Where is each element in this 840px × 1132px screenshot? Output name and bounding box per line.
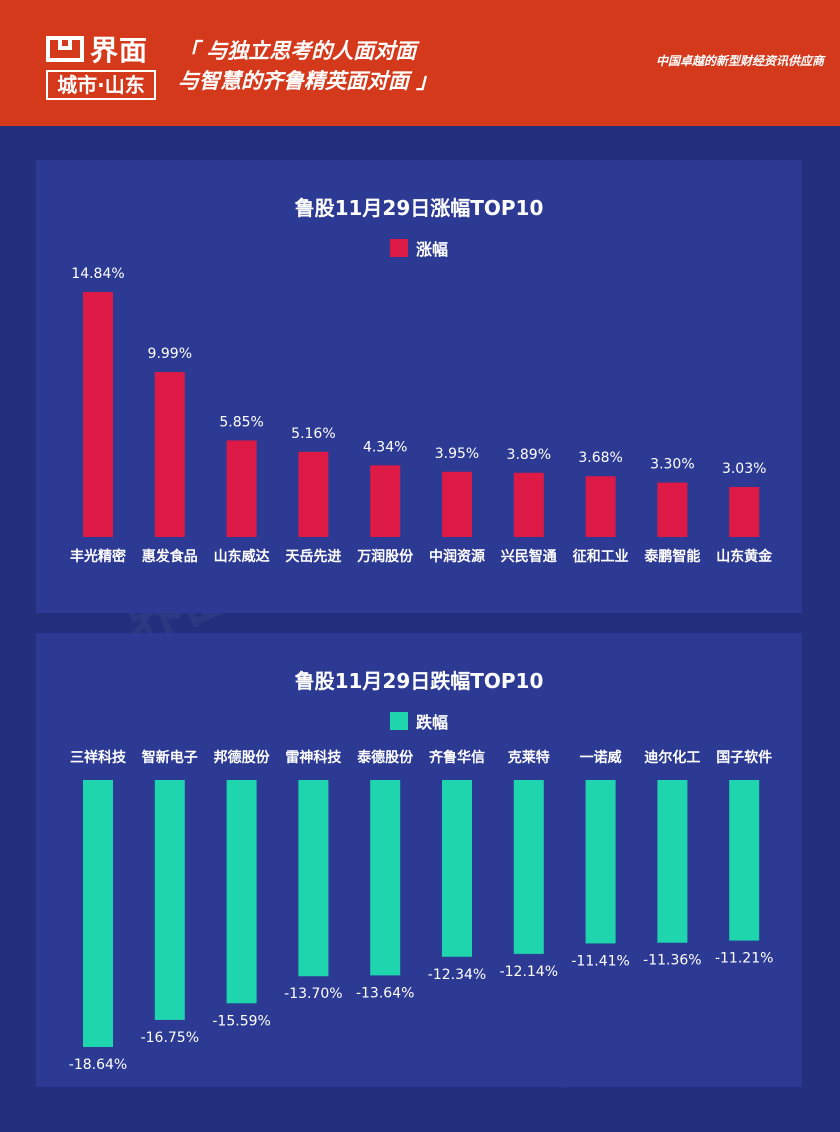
bar [154, 372, 185, 537]
data-label: 3.89% [507, 447, 551, 463]
slogan: 「 与独立思考的人面对面 与智慧的齐鲁精英面对面 」 [178, 36, 437, 96]
slogan-line-2: 与智慧的齐鲁精英面对面 」 [178, 69, 438, 93]
data-label: -13.64% [356, 985, 414, 1001]
bar [442, 780, 472, 957]
bar [298, 780, 329, 977]
data-label: -11.21% [715, 951, 773, 967]
category-label: 智新电子 [141, 749, 198, 766]
category-label: 三祥科技 [70, 749, 127, 766]
category-label: 齐鲁华信 [429, 749, 485, 766]
data-label: 5.85% [219, 414, 263, 430]
bar [657, 780, 688, 943]
bar [226, 780, 257, 1004]
logo-city: 城市·山东 [46, 70, 156, 100]
data-label: 9.99% [148, 346, 192, 362]
data-label: -11.36% [643, 953, 701, 969]
bar [585, 780, 616, 944]
legend: 跌幅 [36, 709, 802, 733]
data-label: 3.30% [650, 457, 694, 473]
data-label: -16.75% [141, 1030, 199, 1046]
legend-label: 跌幅 [415, 713, 448, 732]
legend: 涨幅 [36, 236, 802, 260]
category-label: 丰光精密 [70, 548, 126, 565]
chart-title: 鲁股11月29日跌幅TOP10 [294, 669, 544, 693]
legend-swatch [389, 239, 408, 257]
category-label: 迪尔化工 [644, 749, 700, 766]
legend-swatch [389, 712, 408, 730]
category-label: 雷神科技 [285, 749, 342, 766]
chart-title: 鲁股11月29日涨幅TOP10 [294, 196, 544, 220]
gain-chart-panel: 鲁股11月29日涨幅TOP10 涨幅 14.84% 丰光精密 9.99% 惠发食品 5.… [36, 160, 802, 613]
bar [442, 471, 472, 537]
bar [513, 780, 544, 954]
data-label: 3.95% [435, 446, 479, 462]
logo-icon [46, 36, 84, 62]
bar [657, 482, 688, 537]
category-label: 山东黄金 [716, 548, 773, 565]
category-label: 国子软件 [716, 749, 772, 766]
bar [226, 440, 257, 537]
category-label: 克莱特 [508, 749, 550, 766]
bar [83, 780, 113, 1047]
bar [298, 451, 329, 537]
bar [585, 476, 616, 537]
logo: 界面 城市·山东 [40, 32, 160, 102]
logo-mark: 界面 [46, 32, 149, 67]
category-label: 中润资源 [429, 548, 485, 565]
bar [154, 780, 185, 1020]
category-label: 泰鹏智能 [643, 548, 700, 565]
legend-label: 涨幅 [415, 240, 448, 259]
data-label: 3.03% [722, 461, 766, 477]
category-label: 征和工业 [573, 548, 629, 565]
category-label: 邦德股份 [214, 749, 271, 766]
data-label: -18.64% [69, 1057, 127, 1073]
data-label: 3.68% [578, 450, 622, 466]
category-label: 惠发食品 [142, 548, 198, 565]
category-label: 泰德股份 [356, 749, 414, 766]
bar [729, 780, 760, 941]
category-label: 一诺威 [580, 749, 622, 766]
data-label: -15.59% [212, 1013, 270, 1029]
tagline: 中国卓越的新型财经资讯供应商 [655, 54, 824, 68]
data-label: 14.84% [71, 266, 124, 282]
category-label: 天岳先进 [285, 548, 341, 565]
bar [370, 780, 401, 976]
loss-bar-chart: 三祥科技 -18.64% 智新电子 -16.75% 邦德股份 -15.59% 雷神科技 -13… [69, 749, 774, 1073]
category-label: 万润股份 [356, 548, 414, 565]
data-label: -12.34% [428, 967, 486, 983]
bar [729, 486, 760, 537]
gain-bar-chart: 14.84% 丰光精密 9.99% 惠发食品 5.85% 山东威达 5.16% 天岳先进 4.3… [70, 266, 773, 565]
bar [370, 465, 401, 537]
category-label: 兴民智通 [501, 548, 557, 565]
logo-name: 界面 [90, 34, 149, 67]
data-label: 5.16% [291, 426, 335, 442]
data-label: -12.14% [500, 964, 558, 980]
bar [513, 472, 544, 537]
data-label: -13.70% [284, 986, 342, 1002]
slogan-line-1: 「 与独立思考的人面对面 [178, 39, 417, 63]
data-label: -11.41% [571, 953, 629, 969]
category-label: 山东威达 [214, 548, 270, 565]
header-banner: 界面 城市·山东 「 与独立思考的人面对面 与智慧的齐鲁精英面对面 」 中国卓越… [0, 0, 840, 126]
bar [83, 292, 113, 537]
data-label: 4.34% [363, 439, 407, 455]
loss-chart-panel: 鲁股11月29日跌幅TOP10 跌幅 三祥科技 -18.64% 智新电子 -16.75… [36, 633, 802, 1087]
